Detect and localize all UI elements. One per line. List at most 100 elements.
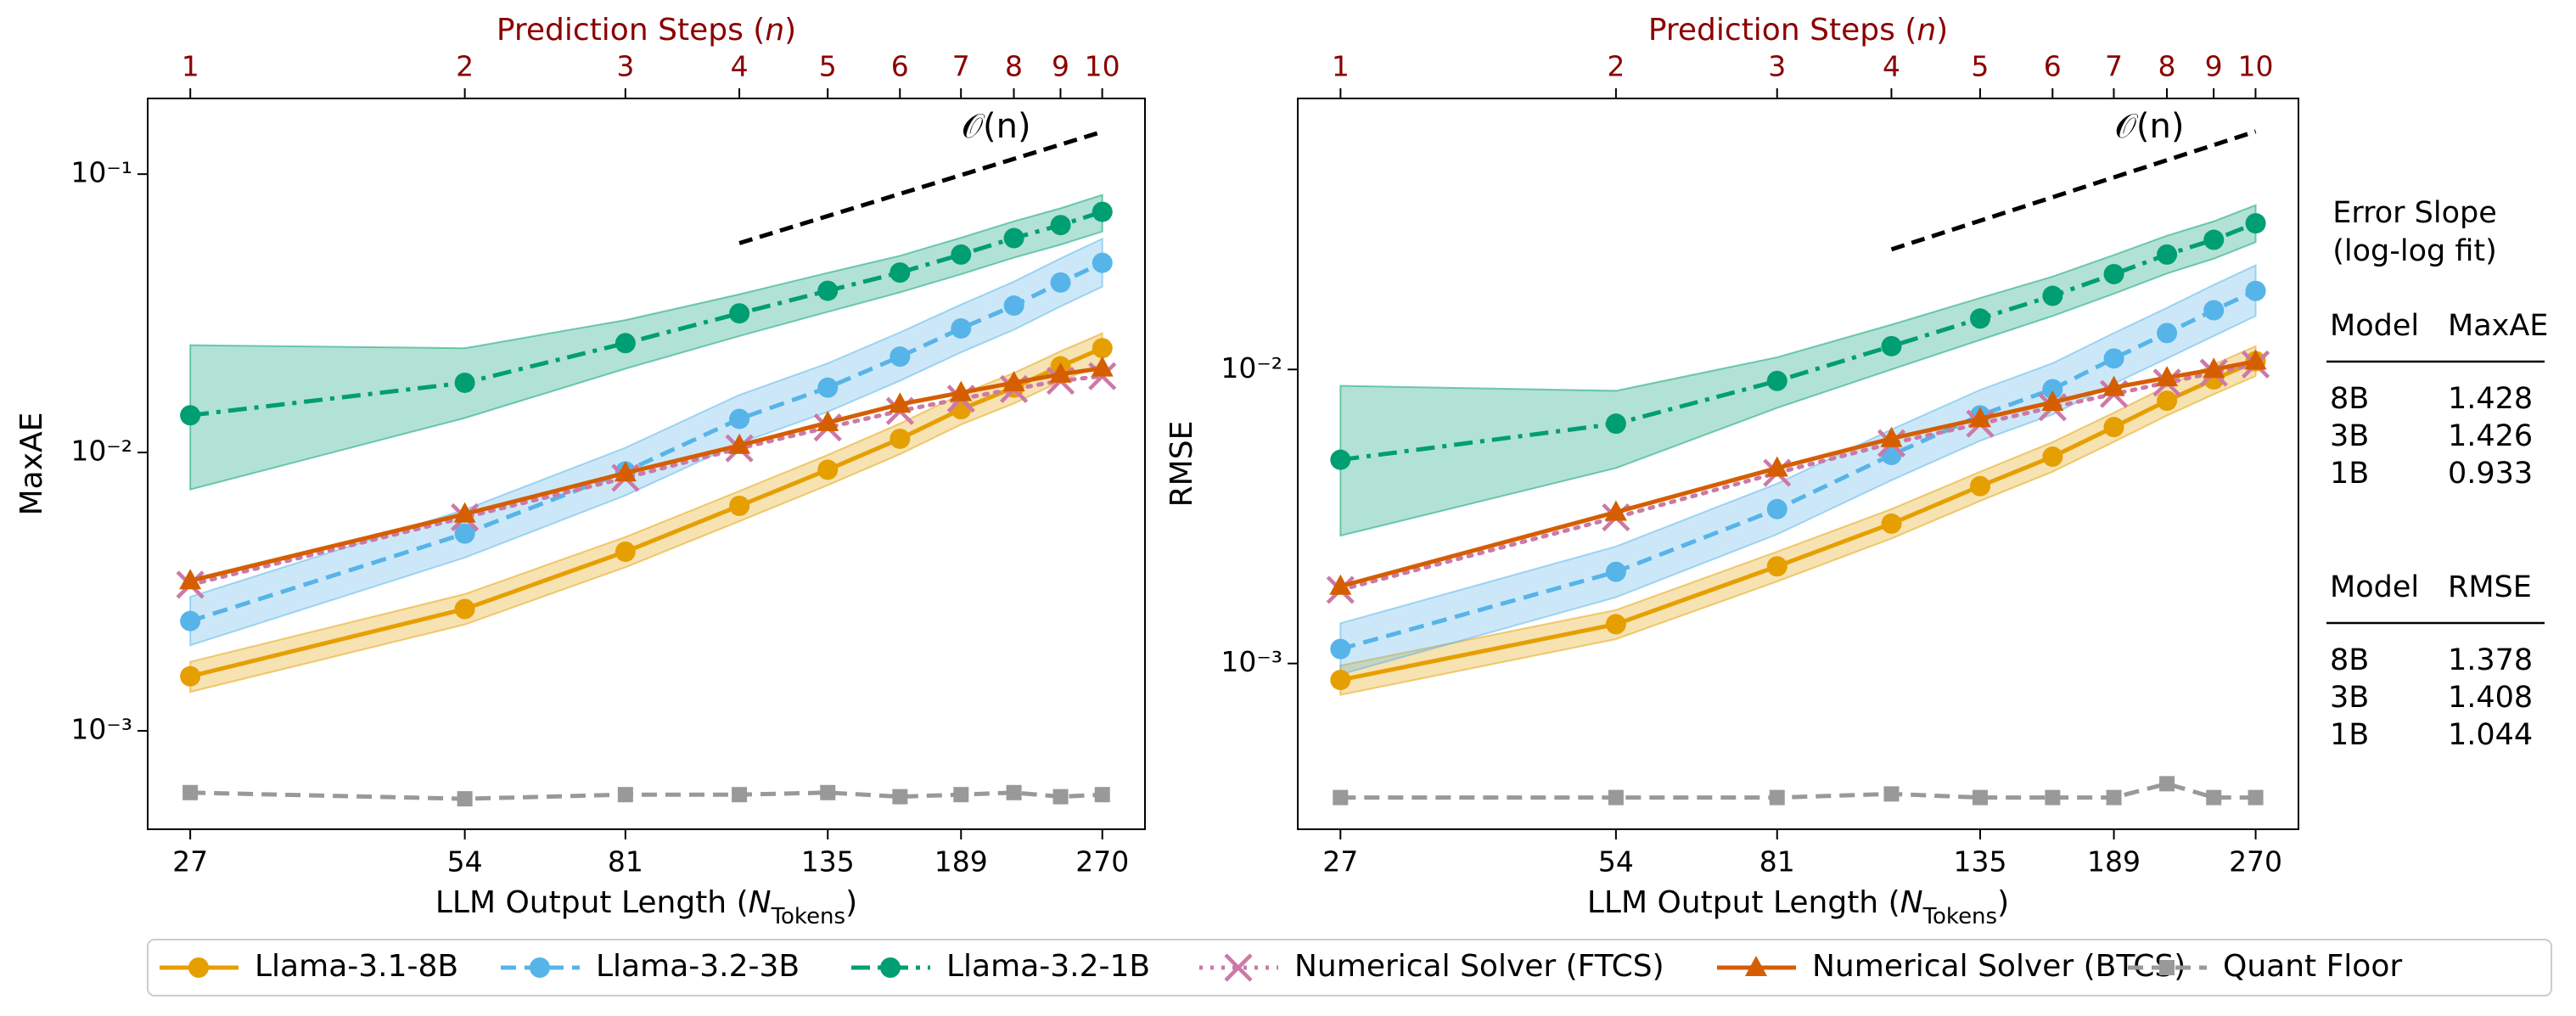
- label-part: N: [749, 885, 772, 920]
- x-tick-label: 135: [801, 845, 855, 878]
- marker: [1604, 500, 1627, 521]
- label-part: ): [784, 13, 796, 48]
- marker: [817, 410, 839, 431]
- marker: [953, 787, 969, 803]
- marker: [1050, 215, 1071, 236]
- series-line: Llama-3.2-1B: [1339, 221, 2257, 463]
- marker: [2157, 390, 2178, 412]
- x-axis-label: LLM Output Length (NTokens): [1587, 885, 2009, 929]
- y-tick-label: 10⁻²: [70, 435, 132, 468]
- marker: [1969, 475, 1990, 497]
- marker: [180, 610, 201, 631]
- marker: [950, 380, 973, 401]
- marker: [2157, 323, 2178, 344]
- x-tick-label: 81: [608, 845, 643, 878]
- label-part: LLM Output Length (: [435, 885, 749, 920]
- error-band: [189, 194, 1103, 491]
- x2-tick-label: 10: [1085, 50, 1120, 83]
- table-cell: 3B: [2330, 681, 2369, 715]
- marker: [2245, 280, 2266, 301]
- label-part: Prediction Steps (: [497, 13, 766, 48]
- legend-marker: [2159, 960, 2175, 975]
- table-title: Error Slope: [2332, 196, 2497, 230]
- table-header: Model: [2330, 570, 2419, 604]
- marker: [1881, 513, 1902, 534]
- marker: [1972, 789, 1988, 806]
- marker: [951, 244, 972, 265]
- table-header: Model: [2330, 309, 2419, 343]
- marker: [1003, 227, 1024, 249]
- legend-marker: [880, 957, 901, 978]
- label-part: ): [1997, 885, 2009, 920]
- marker: [732, 787, 748, 803]
- y-axis-label: RMSE: [1165, 421, 1199, 508]
- table-cell: 1B: [2330, 718, 2369, 752]
- legend-box: [147, 939, 2552, 996]
- marker: [2041, 390, 2064, 412]
- x2-tick-label: 8: [2158, 50, 2175, 83]
- marker: [2157, 244, 2178, 265]
- marker: [2042, 379, 2063, 400]
- x-tick-label: 27: [1322, 845, 1358, 878]
- marker: [1969, 308, 1990, 329]
- marker: [1605, 413, 1626, 435]
- y-tick-label: 10⁻²: [1221, 351, 1282, 385]
- marker: [1608, 789, 1624, 806]
- marker: [180, 405, 201, 426]
- marker: [951, 317, 972, 339]
- marker: [1330, 638, 1351, 660]
- table-cell: 1.426: [2448, 419, 2533, 453]
- marker: [890, 346, 911, 368]
- marker: [180, 665, 201, 687]
- marker: [2106, 789, 2122, 806]
- table-cell: 1.428: [2448, 382, 2533, 416]
- error-band: [1339, 204, 2257, 537]
- marker: [2248, 789, 2264, 806]
- marker: [1092, 338, 1113, 359]
- marker: [617, 787, 633, 803]
- x2-tick-label: 7: [952, 50, 970, 83]
- marker: [2103, 417, 2124, 438]
- marker: [728, 433, 751, 454]
- legend-label: Numerical Solver (BTCS): [1812, 949, 2186, 984]
- x-tick-label: 270: [1075, 845, 1129, 878]
- label-part: N: [1900, 885, 1923, 920]
- marker: [1881, 335, 1902, 356]
- series-line: Llama-3.1-8B: [1339, 359, 2257, 682]
- marker: [817, 459, 839, 480]
- x-tick-label: 81: [1759, 845, 1795, 878]
- x2-tick-label: 4: [731, 50, 749, 83]
- marker: [2045, 789, 2061, 806]
- y-axis-label: MaxAE: [14, 413, 49, 516]
- series-line: Quant Floor: [190, 790, 1103, 801]
- marker: [2102, 375, 2125, 396]
- marker: [1050, 272, 1071, 293]
- series-line: Llama-3.2-3B: [1339, 289, 2257, 652]
- marker: [2103, 348, 2124, 369]
- marker: [2203, 300, 2225, 321]
- marker: [2042, 446, 2063, 468]
- x2-tick-label: 9: [2205, 50, 2223, 83]
- marker: [454, 372, 475, 393]
- x-tick-label: 54: [447, 845, 483, 878]
- label-part: LLM Output Length (: [1587, 885, 1900, 920]
- marker: [1605, 614, 1626, 635]
- label-part: Tokens: [1922, 904, 1998, 929]
- marker: [729, 408, 750, 429]
- legend-label: Llama-3.2-3B: [596, 949, 800, 984]
- x-tick-label: 135: [1953, 845, 2006, 878]
- marker: [1766, 370, 1787, 391]
- x2-tick-label: 2: [1607, 50, 1625, 83]
- table-cell: 8B: [2330, 382, 2369, 416]
- marker: [454, 598, 475, 620]
- marker: [615, 542, 636, 563]
- marker: [820, 784, 836, 800]
- marker: [2203, 357, 2225, 379]
- marker: [817, 280, 839, 301]
- marker: [179, 569, 202, 590]
- table-cell: 1B: [2330, 457, 2369, 491]
- series-line: Numerical Solver (FTCS): [188, 373, 1105, 587]
- label-part: Tokens: [771, 904, 846, 929]
- x2-tick-label: 3: [616, 50, 634, 83]
- marker: [1006, 784, 1022, 800]
